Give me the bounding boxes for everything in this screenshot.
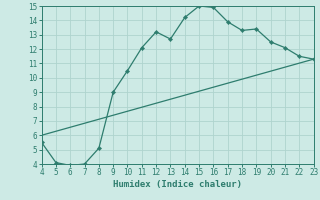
X-axis label: Humidex (Indice chaleur): Humidex (Indice chaleur)	[113, 180, 242, 189]
